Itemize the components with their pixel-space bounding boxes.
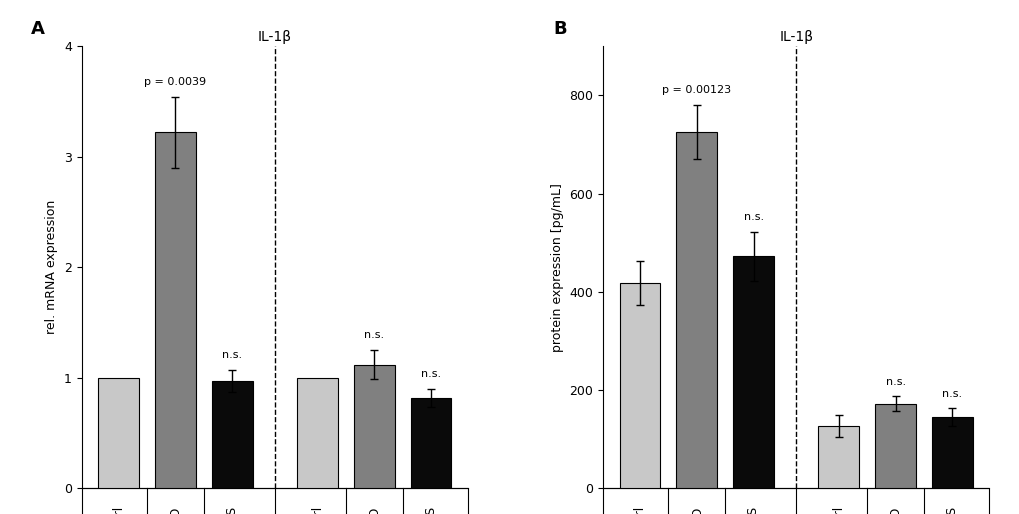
Text: MGO: MGO [169,506,181,514]
Text: Ctrl: Ctrl [311,506,324,514]
Bar [354,364,394,488]
Text: Ctrl: Ctrl [112,506,125,514]
Text: AGE-FCS: AGE-FCS [225,506,238,514]
Text: MGO: MGO [889,506,901,514]
Text: AGE-FCS: AGE-FCS [746,506,759,514]
Text: p = 0.0039: p = 0.0039 [144,78,206,87]
Bar [733,256,773,488]
Text: n.s.: n.s. [884,377,905,387]
Bar [619,283,660,488]
Y-axis label: rel. mRNA expression: rel. mRNA expression [45,200,58,335]
Text: MGO: MGO [367,506,380,514]
Text: n.s.: n.s. [222,351,242,360]
Text: MGO: MGO [690,506,703,514]
Text: Ctrl: Ctrl [633,506,646,514]
Title: IL-1β: IL-1β [258,30,291,44]
Text: AGE-FCS: AGE-FCS [945,506,958,514]
Text: B: B [552,20,566,38]
Bar [297,378,337,488]
Y-axis label: protein expression [pg/mL]: protein expression [pg/mL] [550,183,564,352]
Bar [212,381,253,488]
Text: n.s.: n.s. [942,389,962,398]
Text: n.s.: n.s. [421,369,440,379]
Text: n.s.: n.s. [364,331,384,340]
Text: n.s.: n.s. [743,212,763,222]
Bar [676,132,716,488]
Bar [817,426,858,488]
Text: Ctrl: Ctrl [832,506,845,514]
Bar [602,488,988,514]
Bar [155,133,196,488]
Bar [82,488,468,514]
Text: p = 0.00123: p = 0.00123 [661,85,731,96]
Bar [874,404,915,488]
Title: IL-1β: IL-1β [779,30,812,44]
Bar [931,417,972,488]
Bar [410,398,451,488]
Text: A: A [32,20,45,38]
Bar [98,378,139,488]
Text: AGE-FCS: AGE-FCS [424,506,437,514]
